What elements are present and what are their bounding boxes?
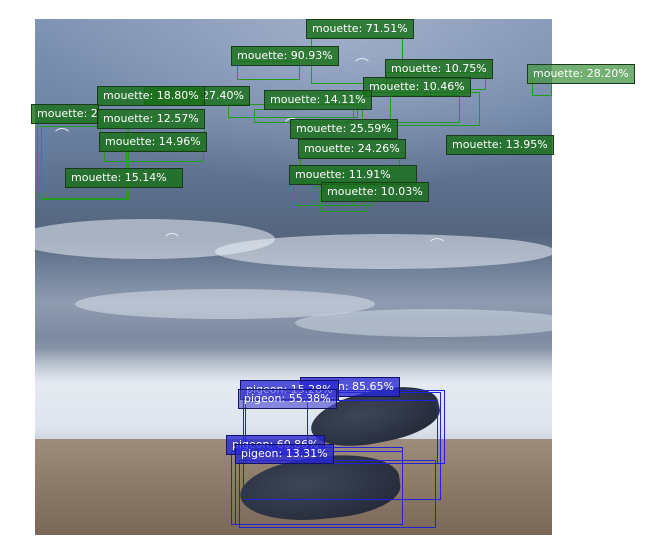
mouette-label: mouette: 13.95% [446, 135, 554, 155]
gull-silhouette: ⌒ [430, 238, 444, 254]
wave-crest [215, 234, 552, 269]
mouette-label: mouette: 25.59% [290, 119, 398, 139]
pigeon-box [239, 460, 436, 528]
mouette-box [41, 126, 129, 200]
mouette-label: mouette: 18.80% [97, 86, 205, 106]
mouette-label: mouette: 12.57% [97, 109, 205, 129]
mouette-label: mouette: 2 [31, 104, 99, 124]
wave-crest [295, 309, 552, 337]
mouette-label: mouette: 14.96% [99, 132, 207, 152]
pigeon-label: pigeon: 13.31% [235, 444, 334, 464]
gull-silhouette: ⌒ [355, 58, 369, 74]
mouette-label: mouette: 28.20% [527, 64, 635, 84]
mouette-label: mouette: 24.26% [298, 139, 406, 159]
mouette-label: mouette: 90.93% [231, 46, 339, 66]
wave-crest [75, 289, 375, 319]
pigeon-label: pigeon: 55.38% [238, 389, 337, 409]
mouette-label: mouette: 71.51% [306, 19, 414, 39]
mouette-label: mouette: 10.03% [321, 182, 429, 202]
gull-silhouette: ⌒ [165, 233, 179, 249]
mouette-label: mouette: 10.75% [385, 59, 493, 79]
mouette-box [390, 95, 460, 123]
gull-silhouette: ⌒ [55, 128, 69, 144]
mouette-label: mouette: 14.11% [264, 90, 372, 110]
mouette-label: mouette: 10.46% [363, 77, 471, 97]
mouette-label: mouette: 15.14% [65, 168, 183, 188]
pigeon-box [245, 400, 438, 464]
